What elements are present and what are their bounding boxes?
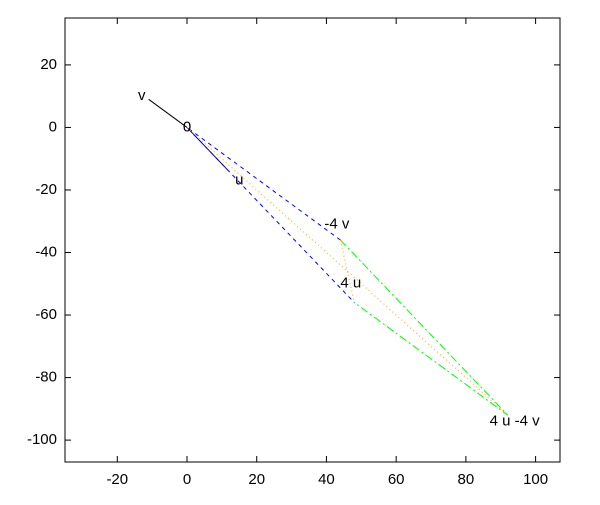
point-label: 4 u -4 v	[490, 412, 541, 429]
point-label: 4 u	[340, 275, 361, 292]
point-label: 0	[183, 118, 191, 135]
y-tick-label: 0	[49, 118, 57, 135]
vector-line	[148, 98, 188, 128]
y-tick-label: 20	[40, 56, 57, 73]
point-label: v	[138, 87, 146, 104]
x-tick-label: 40	[318, 471, 335, 488]
x-tick-label: 100	[523, 471, 548, 488]
x-tick-label: 80	[458, 471, 475, 488]
x-tick-label: 60	[388, 471, 405, 488]
vector-line	[340, 239, 509, 416]
x-tick-label: -20	[106, 471, 128, 488]
y-tick-label: -80	[35, 369, 57, 386]
vector-line	[339, 239, 355, 303]
y-tick-label: -20	[35, 181, 57, 198]
y-tick-label: -60	[35, 306, 57, 323]
x-tick-label: 0	[183, 471, 191, 488]
x-tick-label: 20	[248, 471, 265, 488]
y-tick-label: -100	[27, 431, 57, 448]
point-label: -4 v	[324, 215, 350, 232]
y-tick-label: -40	[35, 243, 57, 260]
plot-frame	[64, 17, 561, 463]
point-label: u	[235, 172, 243, 189]
